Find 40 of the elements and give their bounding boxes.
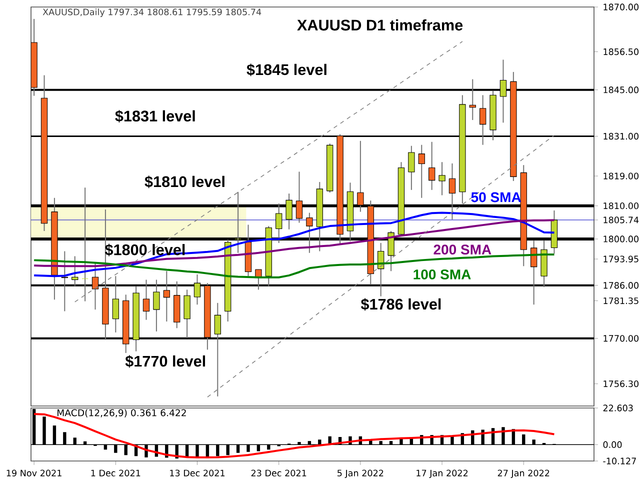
y-tick-label: 1756.30	[604, 380, 639, 388]
y-tick-label: 1856.50	[604, 48, 639, 56]
ref-line-label: $1810 level	[144, 176, 224, 188]
x-tick-label: 1 Dec 2021	[91, 470, 140, 476]
y-tick-label: -10.127	[603, 458, 636, 464]
ref-line-label: $1845 level	[246, 64, 326, 76]
y-tick-label: 1800.00	[604, 236, 639, 242]
candlestick	[438, 162, 446, 196]
x-tick-label: 27 Jan 2022	[498, 470, 550, 478]
x-tick-label: 23 Dec 2021	[251, 470, 306, 476]
ref-line-label: $1831 level	[115, 110, 195, 122]
y-tick-label: 1831.00	[604, 132, 639, 140]
candlestick	[234, 191, 242, 254]
y-tick-label: 0.00	[603, 441, 622, 448]
y-tick-label: 22.603	[603, 404, 633, 412]
candlestick	[82, 187, 88, 302]
chart-title: MACD(12,26,9) 0.361 6.422	[58, 409, 186, 418]
candlestick	[428, 141, 436, 190]
y-tick-label: 1870.00	[604, 4, 639, 10]
y-tick-label: 1770.00	[604, 335, 639, 342]
x-tick-label: 17 Jan 2022	[416, 470, 468, 478]
y-tick-label: 1845.00	[604, 86, 639, 94]
x-tick-label: 13 Dec 2021	[170, 470, 225, 476]
y-tick-label: 1819.00	[604, 172, 639, 180]
y-tick-label: 1786.00	[604, 282, 639, 289]
ref-line-label: $1770 level	[125, 355, 206, 368]
x-tick-label: 5 Jan 2022	[338, 470, 384, 478]
y-tick-label: 1810.00	[604, 202, 639, 210]
chart-subtitle: XAUUSD,Daily 1797.34 1808.61 1795.59 1805.74	[42, 8, 262, 17]
y-tick-label: 1793.95	[604, 256, 638, 262]
candlestick	[418, 144, 425, 198]
y-tick-label: 1781.35	[604, 297, 638, 304]
candlestick	[408, 145, 415, 190]
ref-line-label: $1800 level	[104, 244, 185, 256]
ref-line-label: $1786 level	[360, 298, 441, 311]
y-tick-label: 1805.74	[604, 216, 639, 224]
series-label: 200 SMA	[434, 244, 492, 255]
series-label: 100 SMA	[414, 269, 471, 280]
text: XAUUSD D1 timeframe	[297, 19, 463, 31]
x-tick-label: 19 Nov 2021	[6, 470, 62, 476]
